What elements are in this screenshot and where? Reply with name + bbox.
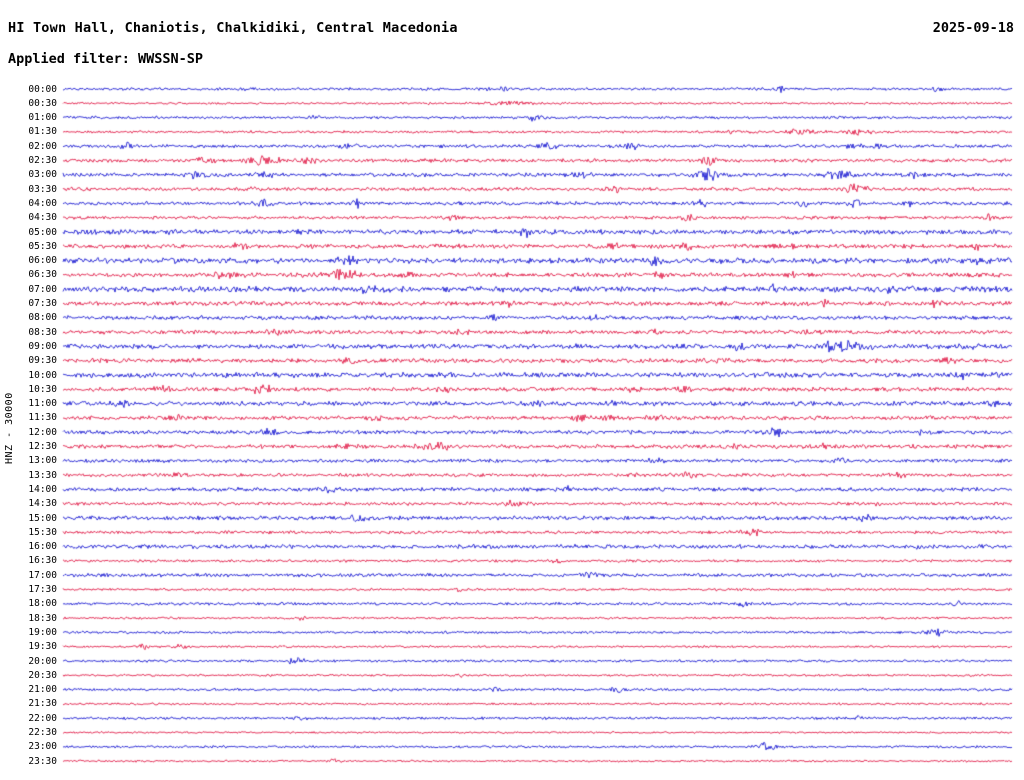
time-label: 21:00 <box>28 684 57 696</box>
time-label: 21:30 <box>28 698 57 710</box>
time-label: 00:30 <box>28 97 57 109</box>
time-label: 19:30 <box>28 641 57 653</box>
time-label: 13:30 <box>28 469 57 481</box>
time-label: 06:30 <box>28 269 57 281</box>
time-label: 04:30 <box>28 212 57 224</box>
time-label: 15:30 <box>28 526 57 538</box>
time-label: 11:00 <box>28 398 57 410</box>
time-label: 05:00 <box>28 226 57 238</box>
time-label: 12:30 <box>28 441 57 452</box>
time-label: 06:00 <box>28 255 57 267</box>
time-label: 14:00 <box>28 483 57 495</box>
time-label: 13:00 <box>28 455 57 467</box>
station-title: HI Town Hall, Chaniotis, Chalkidiki, Cen… <box>8 20 458 36</box>
time-label: 18:30 <box>28 612 57 624</box>
time-label: 10:30 <box>28 383 57 395</box>
time-label: 16:00 <box>28 541 57 553</box>
time-label: 11:30 <box>28 412 57 424</box>
time-label: 05:30 <box>28 240 57 252</box>
time-label: 07:30 <box>28 298 57 309</box>
applied-filter-label: Applied filter: WWSSN-SP <box>8 51 204 67</box>
time-label: 17:00 <box>28 569 57 581</box>
time-label: 20:30 <box>28 669 57 681</box>
time-label: 09:30 <box>28 355 57 367</box>
time-label: 20:00 <box>28 655 57 667</box>
time-label: 15:00 <box>28 512 57 524</box>
time-label: 10:00 <box>28 369 57 381</box>
time-label: 07:00 <box>28 283 57 295</box>
time-label: 12:00 <box>28 426 57 438</box>
time-label: 04:00 <box>28 197 57 209</box>
time-label: 00:00 <box>28 83 57 95</box>
time-label: 01:00 <box>28 112 57 124</box>
time-label: 09:00 <box>28 340 57 352</box>
time-label: 01:30 <box>28 126 57 138</box>
record-date: 2025-09-18 <box>932 20 1014 36</box>
time-label: 08:30 <box>28 326 57 338</box>
time-label: 03:00 <box>28 169 57 181</box>
time-label: 22:00 <box>28 712 57 724</box>
time-label: 14:30 <box>28 498 57 510</box>
time-label: 02:30 <box>28 155 57 166</box>
time-label: 02:00 <box>28 140 57 152</box>
time-label: 23:00 <box>28 741 57 753</box>
time-label: 16:30 <box>28 555 57 567</box>
time-label: 17:30 <box>28 584 57 595</box>
time-label: 03:30 <box>28 183 57 195</box>
time-label: 22:30 <box>28 727 57 738</box>
time-label: 08:00 <box>28 312 57 324</box>
time-label: 19:00 <box>28 626 57 638</box>
time-label: 23:30 <box>28 755 57 767</box>
time-label: 18:00 <box>28 598 57 610</box>
